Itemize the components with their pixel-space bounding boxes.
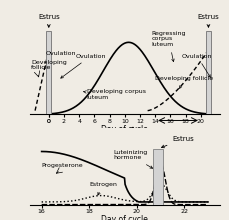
Text: Developing corpus
luteum: Developing corpus luteum <box>84 89 146 100</box>
Text: Ovulation: Ovulation <box>182 53 212 77</box>
Bar <box>153 149 163 205</box>
Text: Ovulation: Ovulation <box>46 51 76 56</box>
X-axis label: Day of cycle: Day of cycle <box>101 125 148 134</box>
Bar <box>206 31 211 114</box>
Text: Estrogen: Estrogen <box>89 182 117 195</box>
Text: Regressing
corpus
luteum: Regressing corpus luteum <box>151 31 186 62</box>
Text: Developing
follicle: Developing follicle <box>31 60 67 70</box>
X-axis label: Day of cycle: Day of cycle <box>101 215 148 220</box>
Text: Ovulation: Ovulation <box>61 53 106 78</box>
Text: Developing follicle: Developing follicle <box>155 76 213 88</box>
Text: Estrus: Estrus <box>198 14 219 27</box>
Text: Estrus: Estrus <box>38 14 60 27</box>
Text: Estrus: Estrus <box>161 136 194 148</box>
Bar <box>46 31 51 114</box>
Text: Progesterone: Progesterone <box>42 163 83 169</box>
Text: Luteinizing
hormone: Luteinizing hormone <box>113 150 153 168</box>
